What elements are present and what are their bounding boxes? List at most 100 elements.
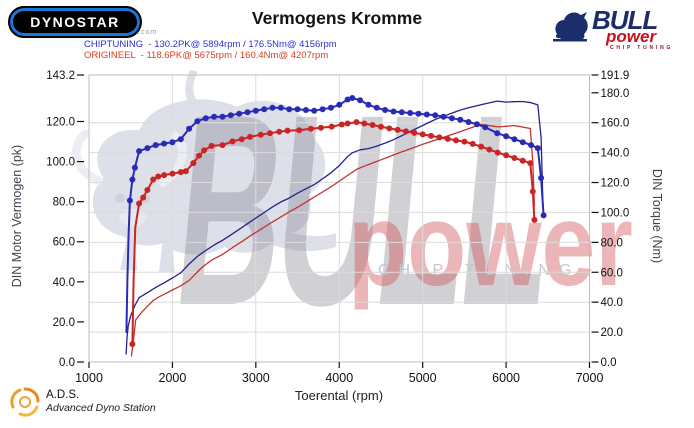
marker-chiptuning-torque (457, 116, 464, 123)
marker-origineel-torque (219, 142, 226, 149)
marker-chiptuning-torque (528, 142, 535, 149)
svg-text:20.0: 20.0 (601, 327, 623, 339)
marker-chiptuning-torque (202, 115, 209, 122)
marker-origineel-torque (361, 120, 368, 127)
marker-chiptuning-torque (227, 112, 234, 119)
svg-text:100.0: 100.0 (46, 157, 75, 169)
marker-chiptuning-torque (244, 109, 251, 116)
marker-origineel-torque (161, 172, 168, 179)
y-axis-label-right: DIN Torque (Nm) (650, 168, 664, 264)
marker-chiptuning-torque (398, 109, 405, 116)
marker-chiptuning-torque (126, 197, 133, 204)
marker-chiptuning-torque (144, 145, 151, 152)
marker-origineel-torque (338, 121, 345, 128)
svg-text:4000: 4000 (325, 371, 353, 385)
marker-chiptuning-torque (211, 113, 218, 120)
svg-text:180.0: 180.0 (601, 88, 630, 100)
svg-text:5000: 5000 (409, 371, 437, 385)
marker-origineel-torque (238, 136, 245, 143)
marker-chiptuning-torque (236, 110, 243, 117)
svg-text:1000: 1000 (75, 371, 103, 385)
marker-chiptuning-torque (294, 106, 301, 113)
marker-chiptuning-torque (503, 133, 510, 140)
marker-origineel-torque (531, 216, 538, 223)
marker-origineel-torque (529, 188, 536, 195)
marker-chiptuning-torque (365, 101, 372, 108)
marker-origineel-torque (403, 128, 409, 135)
dynostar-logo: DYNOSTAR (8, 6, 142, 38)
svg-text:80.0: 80.0 (53, 197, 75, 209)
ads-full-name: Advanced Dyno Station (46, 402, 156, 414)
marker-origineel-torque (394, 126, 401, 133)
marker-origineel-torque (201, 147, 208, 154)
svg-text:3000: 3000 (242, 371, 270, 385)
marker-chiptuning-torque (482, 124, 489, 131)
marker-origineel-torque (344, 120, 351, 127)
chip-tuning-watermark-text: CHIP TUNING (378, 262, 581, 279)
marker-origineel-torque (284, 127, 291, 134)
marker-origineel-torque (428, 132, 434, 139)
dynostar-logo-text: DYNOSTAR (30, 14, 120, 30)
marker-origineel-torque (369, 122, 376, 128)
marker-chiptuning-torque (286, 106, 293, 113)
svg-text:143.2: 143.2 (46, 70, 75, 82)
marker-chiptuning-torque (432, 112, 439, 119)
marker-origineel-torque (411, 129, 418, 136)
marker-chiptuning-torque (473, 121, 480, 128)
marker-origineel-torque (150, 176, 157, 183)
marker-chiptuning-torque (277, 104, 284, 111)
ads-swirl-icon (10, 387, 40, 417)
svg-text:60.0: 60.0 (601, 267, 623, 279)
marker-origineel-torque (317, 124, 324, 131)
svg-text:60.0: 60.0 (53, 237, 75, 249)
marker-chiptuning-torque (465, 119, 472, 125)
marker-chiptuning-torque (327, 104, 334, 111)
marker-chiptuning-torque (440, 113, 447, 120)
marker-origineel-torque (229, 138, 236, 145)
curve-origineel-power (130, 123, 536, 357)
marker-chiptuning-torque (219, 113, 226, 120)
marker-chiptuning-torque (311, 107, 318, 114)
marker-chiptuning-torque (302, 107, 309, 113)
power-watermark-text: power (348, 179, 633, 311)
marker-origineel-torque (182, 168, 189, 175)
legend-chiptuning: CHIPTUNING - 130.2PK@ 5894rpm / 176.5Nm@… (84, 39, 337, 50)
marker-chiptuning-torque (131, 164, 138, 171)
marker-chiptuning-torque (511, 136, 518, 143)
marker-origineel-torque (136, 200, 143, 207)
marker-origineel-torque (461, 138, 468, 145)
marker-chiptuning-torque (152, 142, 159, 149)
svg-text:191.9: 191.9 (601, 70, 630, 82)
marker-chiptuning-torque (169, 139, 176, 146)
marker-chiptuning-torque (261, 106, 268, 113)
marker-origineel-torque (267, 130, 273, 137)
marker-origineel-torque (527, 160, 534, 167)
svg-text:20.0: 20.0 (53, 317, 75, 329)
marker-chiptuning-torque (319, 106, 326, 113)
marker-chiptuning-torque (177, 136, 184, 143)
svg-text:40.0: 40.0 (53, 277, 75, 289)
marker-origineel-torque (378, 123, 384, 130)
marker-chiptuning-torque (252, 107, 259, 114)
marker-origineel-torque (486, 146, 493, 153)
svg-text:140.0: 140.0 (601, 148, 630, 160)
marker-chiptuning-torque (349, 95, 356, 101)
svg-text:0.0: 0.0 (601, 357, 617, 369)
marker-chiptuning-torque (186, 125, 193, 132)
svg-text:2000: 2000 (159, 371, 187, 385)
marker-origineel-torque (144, 187, 151, 193)
marker-chiptuning-torque (540, 212, 547, 219)
marker-chiptuning-torque (538, 175, 545, 181)
marker-origineel-torque (155, 173, 162, 180)
svg-text:120.0: 120.0 (601, 178, 630, 190)
bull-logo-product: power (606, 27, 657, 46)
bullpower-logo: BULL power CHIP TUNING (548, 4, 692, 52)
ads-abbreviation: A.D.S. (46, 389, 80, 401)
marker-chiptuning-torque (382, 107, 389, 113)
marker-origineel-torque (503, 152, 510, 159)
marker-origineel-torque (353, 119, 360, 126)
svg-text:100.0: 100.0 (601, 207, 630, 219)
marker-origineel-torque (478, 143, 485, 150)
